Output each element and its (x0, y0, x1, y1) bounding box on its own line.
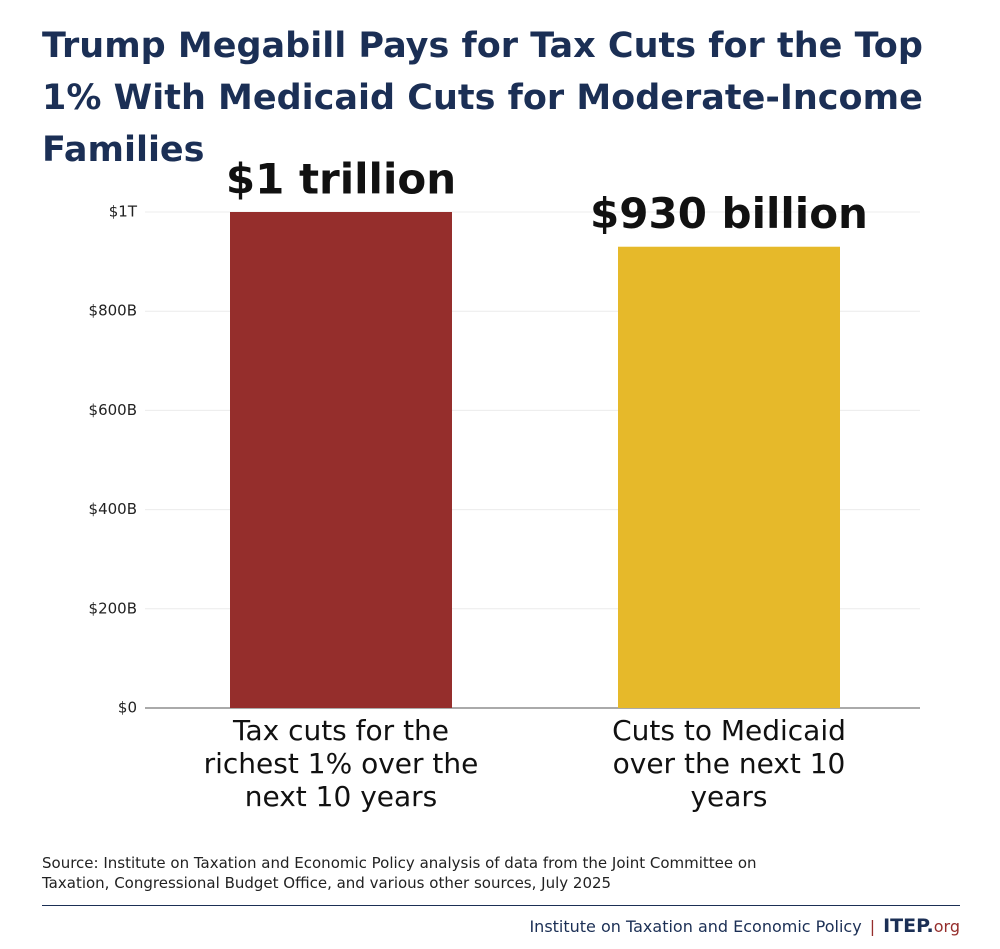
bar (618, 246, 840, 708)
source-note: Source: Institute on Taxation and Econom… (42, 854, 757, 892)
y-tick-label: $400B (89, 500, 137, 518)
chart-title: Trump Megabill Pays for Tax Cuts for the… (42, 26, 923, 170)
value-label: $930 billion (590, 189, 868, 238)
y-tick-label: $800B (89, 302, 137, 320)
separator: | (869, 917, 876, 936)
x-tick-label: Tax cuts for the richest 1% over the nex… (203, 714, 479, 813)
value-label: $1 trillion (226, 155, 456, 204)
y-tick-label: $600B (89, 401, 137, 419)
x-tick-label: Cuts to Medicaid over the next 10 years (612, 714, 846, 813)
logo: ITEP.org (883, 915, 960, 937)
logo-main: ITEP. (883, 915, 934, 937)
y-tick-label: $200B (89, 599, 137, 617)
y-tick-label: $1T (109, 203, 138, 221)
y-tick-label: $0 (118, 699, 137, 717)
logo-suffix: org (933, 917, 960, 936)
footer-text: Institute on Taxation and Economic Polic… (529, 917, 862, 936)
footer: Institute on Taxation and Economic Polic… (529, 915, 960, 937)
divider (42, 905, 960, 906)
bar (230, 212, 452, 708)
